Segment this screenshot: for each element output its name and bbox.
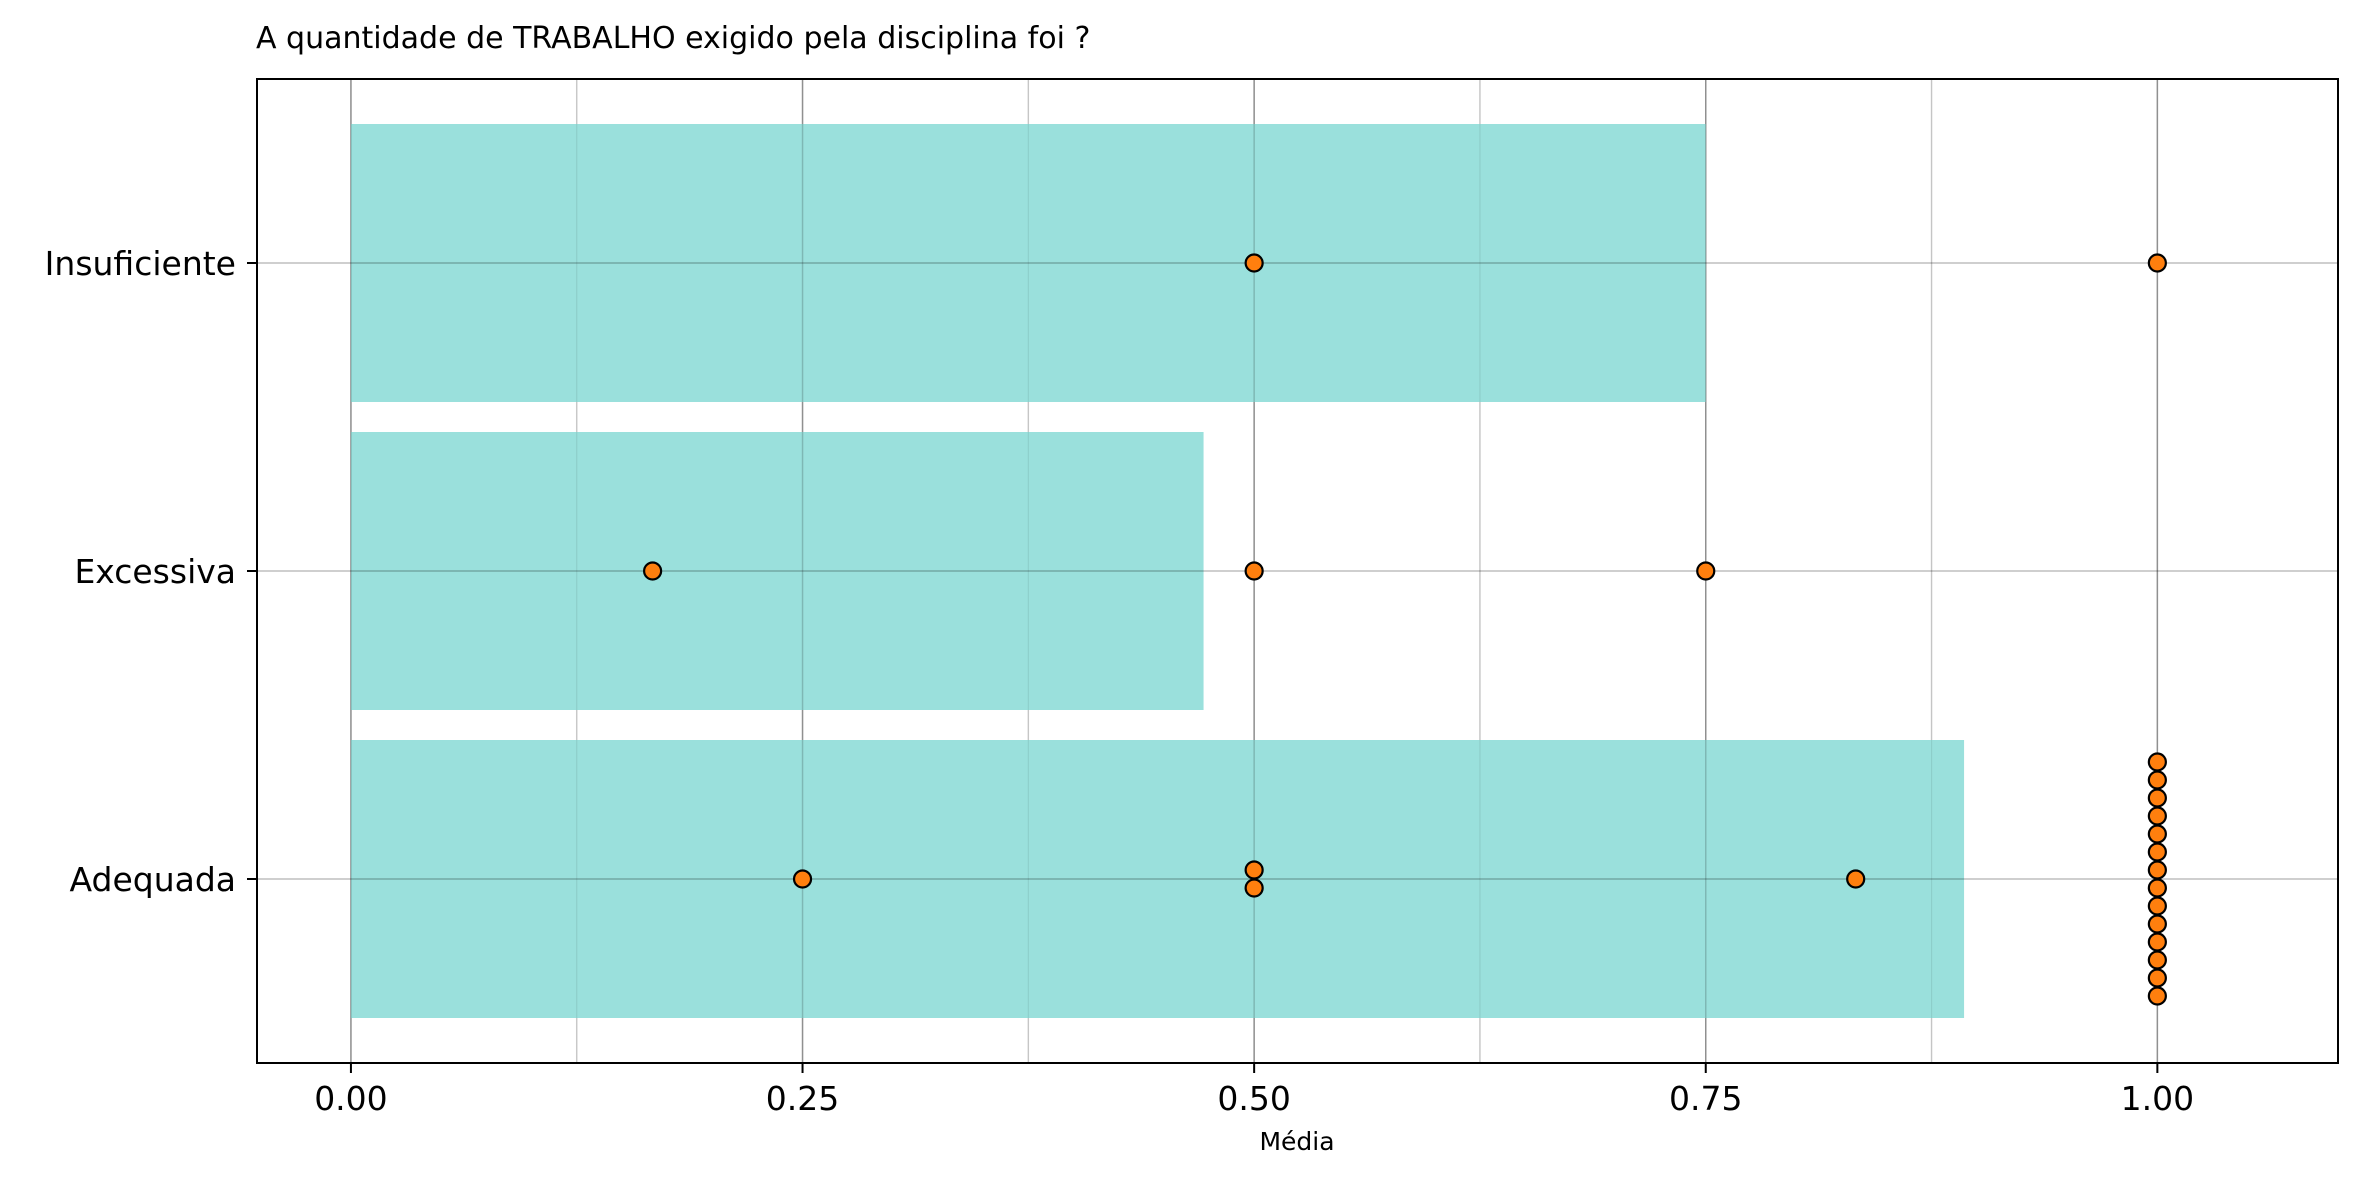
bar-adequada <box>350 740 1965 1018</box>
data-point-adequada <box>2147 788 2167 808</box>
data-point-adequada <box>2147 896 2167 916</box>
y-tick-label: Insuficiente <box>45 244 236 283</box>
y-tick-label: Adequada <box>70 860 237 899</box>
data-point-adequada <box>2147 950 2167 970</box>
data-point-adequada <box>2147 986 2167 1006</box>
data-point-adequada <box>2147 860 2167 880</box>
data-point-excessiva <box>1696 561 1716 581</box>
x-tick-label: 1.00 <box>2121 1079 2194 1118</box>
x-tick-label: 0.25 <box>766 1079 839 1118</box>
data-point-insuficiente <box>1244 253 1264 273</box>
data-point-insuficiente <box>2147 253 2167 273</box>
data-point-adequada <box>1846 869 1866 889</box>
data-point-adequada <box>2147 842 2167 862</box>
points-layer <box>643 253 2167 1006</box>
data-point-adequada <box>1244 860 1264 880</box>
x-axis-label: Média <box>1259 1127 1334 1156</box>
bar-excessiva <box>350 432 1204 710</box>
y-tick-label: Excessiva <box>74 552 236 591</box>
x-tick-label: 0.00 <box>314 1079 387 1118</box>
data-point-adequada <box>2147 806 2167 826</box>
chart-title: A quantidade de TRABALHO exigido pela di… <box>256 21 1090 56</box>
x-tick-label: 0.50 <box>1217 1079 1290 1118</box>
data-point-adequada <box>792 869 813 889</box>
ticks-layer: 0.00 0.25 0.50 0.75 1.00 Insuficiente Excessiv… <box>45 244 2194 1118</box>
x-tick-label: 0.75 <box>1669 1079 1742 1118</box>
bars-layer <box>350 124 1965 1018</box>
data-point-adequada <box>2147 914 2167 934</box>
data-point-adequada <box>1244 878 1264 898</box>
data-point-adequada <box>2147 752 2167 772</box>
data-point-adequada <box>2147 968 2167 988</box>
data-point-excessiva <box>643 561 663 581</box>
data-point-adequada <box>2147 824 2167 844</box>
data-point-adequada <box>2147 932 2167 952</box>
data-point-excessiva <box>1244 561 1264 581</box>
data-point-adequada <box>2147 770 2167 790</box>
data-point-adequada <box>2147 878 2167 898</box>
bar-insuficiente <box>350 124 1706 402</box>
